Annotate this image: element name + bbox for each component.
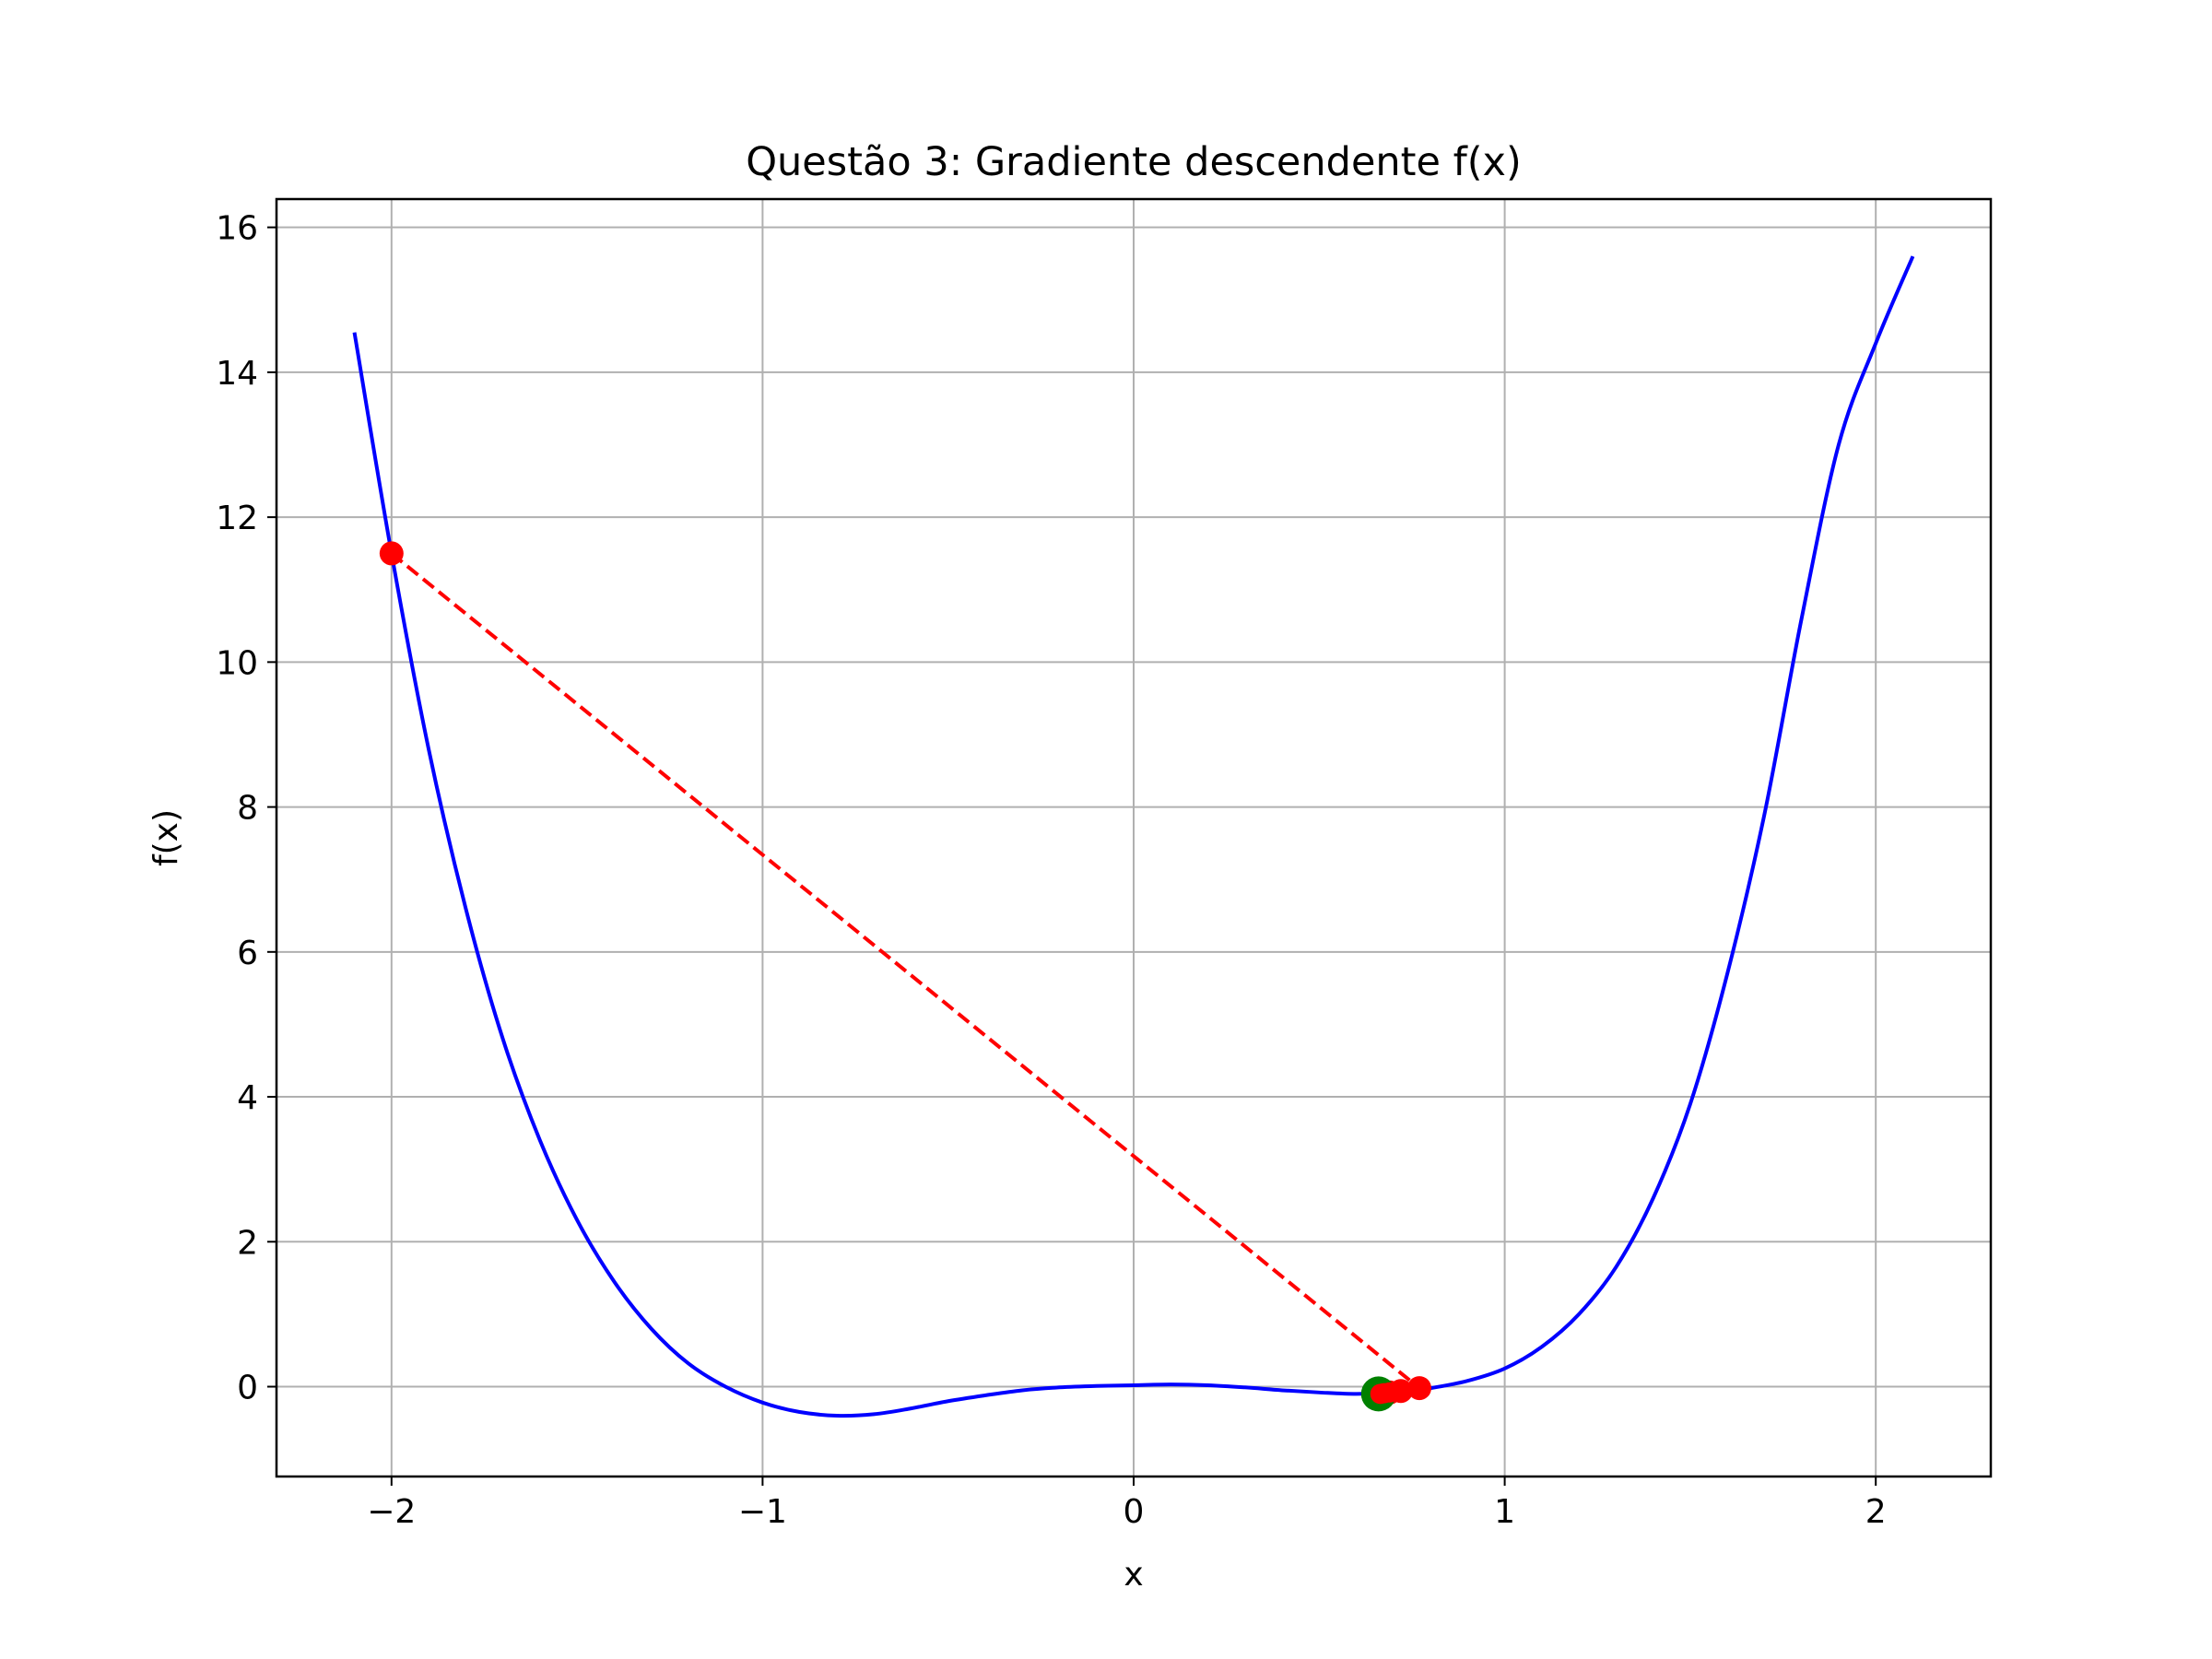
y-tick-label: 8	[237, 790, 258, 828]
y-tick-label: 6	[237, 935, 258, 972]
y-tick-label: 16	[216, 210, 258, 248]
y-tick-label: 2	[237, 1224, 258, 1262]
y-axis-label: f(x)	[147, 809, 185, 866]
x-tick-label: 0	[1124, 1493, 1145, 1531]
x-axis-label: x	[1124, 1556, 1143, 1594]
descent-step-point	[1409, 1378, 1430, 1399]
descent-step-point	[1370, 1383, 1391, 1405]
x-tick-label: −1	[738, 1493, 787, 1531]
function-curve	[352, 255, 1915, 1418]
x-tick-label: 2	[1865, 1493, 1887, 1531]
y-tick-label: 10	[216, 644, 258, 682]
descent-step-point	[379, 541, 404, 566]
plot-data	[352, 255, 1915, 1418]
y-tick-label: 12	[216, 500, 258, 537]
x-tick-label: −2	[367, 1493, 416, 1531]
y-tick-label: 14	[216, 355, 258, 393]
chart-title: Questão 3: Gradiente descendente f(x)	[746, 139, 1522, 185]
y-tick-label: 0	[237, 1370, 258, 1407]
x-tick-label: 1	[1494, 1493, 1515, 1531]
y-tick-label: 4	[237, 1079, 258, 1117]
